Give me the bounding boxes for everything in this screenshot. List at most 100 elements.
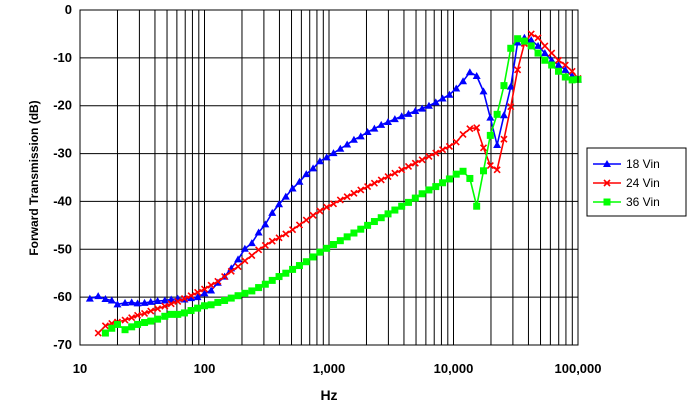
y-tick-label: 0: [65, 2, 72, 17]
data-point: [466, 174, 474, 182]
data-point: [370, 124, 379, 132]
data-point: [465, 68, 474, 76]
data-point: [240, 244, 249, 252]
data-point: [214, 298, 222, 306]
data-point: [493, 110, 501, 118]
data-point: [248, 251, 256, 260]
data-point: [268, 208, 277, 216]
data-point: [101, 329, 109, 337]
data-point: [160, 296, 169, 304]
data-point: [568, 67, 576, 75]
data-point: [445, 175, 453, 183]
data-point: [153, 296, 162, 304]
data-point: [207, 286, 216, 294]
data-point: [94, 329, 102, 337]
data-point: [493, 140, 502, 148]
data-point: [486, 131, 494, 139]
data-point: [438, 94, 447, 102]
x-tick-label: 10: [73, 361, 87, 376]
data-point: [452, 138, 460, 146]
legend-marker: [603, 198, 611, 206]
data-point: [479, 87, 488, 95]
data-point: [473, 124, 481, 132]
x-tick-label: 1,000: [313, 361, 346, 376]
y-tick-label: -40: [53, 193, 72, 208]
data-point: [390, 115, 399, 123]
data-point: [541, 56, 549, 64]
data-point: [432, 183, 440, 191]
data-point: [507, 103, 515, 111]
data-point: [363, 128, 372, 136]
data-point: [459, 77, 468, 85]
data-point: [180, 295, 189, 303]
data-point: [121, 326, 129, 334]
data-point: [193, 293, 202, 301]
data-point: [180, 309, 188, 317]
data-point: [364, 221, 372, 229]
data-point: [329, 149, 338, 157]
data-point: [234, 262, 242, 271]
data-point: [207, 281, 215, 289]
data-point: [85, 294, 94, 302]
legend: 18 Vin 24 Vin 36 Vin: [586, 147, 687, 217]
data-point: [254, 228, 263, 236]
legend-item: 18 Vin: [593, 157, 660, 171]
legend-label: 18 Vin: [626, 157, 660, 171]
data-point: [452, 84, 461, 92]
data-point: [268, 237, 276, 245]
data-point: [187, 292, 195, 300]
series-24-vin: [94, 30, 582, 337]
data-point: [128, 314, 136, 322]
data-point: [309, 211, 317, 219]
data-point: [561, 65, 570, 73]
data-point: [289, 265, 297, 273]
data-point: [101, 295, 110, 303]
data-point: [309, 164, 318, 172]
x-axis-title: Hz: [320, 387, 337, 403]
x-tick-label: 100: [194, 361, 216, 376]
data-point: [323, 203, 331, 211]
data-point: [200, 285, 209, 293]
series-36-vin: [101, 35, 582, 337]
data-point: [295, 177, 304, 185]
data-point: [167, 300, 175, 308]
data-point: [561, 61, 569, 69]
data-point: [554, 56, 563, 64]
data-point: [439, 146, 447, 154]
data-point: [459, 167, 467, 175]
data-point: [370, 179, 378, 187]
data-point: [418, 156, 426, 164]
data-point: [234, 255, 243, 263]
data-point: [187, 307, 195, 315]
data-point: [534, 49, 542, 57]
data-point: [146, 297, 155, 305]
data-point: [194, 288, 202, 296]
data-point: [241, 257, 249, 265]
y-tick-label: -50: [53, 241, 72, 256]
series-layer: [85, 30, 582, 337]
data-point: [227, 294, 235, 302]
data-point: [527, 36, 536, 44]
data-point: [147, 317, 155, 325]
data-point: [540, 49, 549, 57]
data-point: [548, 49, 556, 57]
data-point: [275, 200, 284, 208]
data-point: [255, 246, 263, 254]
x-tick-label: 10,000: [434, 361, 474, 376]
data-point: [534, 41, 543, 49]
data-point: [568, 76, 576, 84]
data-point: [147, 307, 155, 315]
data-point: [295, 221, 304, 229]
data-point: [343, 140, 352, 148]
data-point: [520, 37, 528, 45]
data-point: [350, 229, 358, 237]
data-point: [140, 298, 149, 306]
x-tick-labels: 10 100 1,000 10,000 100,000: [73, 361, 602, 376]
data-point: [356, 132, 365, 140]
legend-label: 24 Vin: [626, 176, 660, 190]
data-point: [302, 258, 310, 266]
data-point: [322, 153, 331, 161]
data-point: [452, 170, 460, 178]
data-point: [398, 166, 406, 174]
data-point: [255, 284, 263, 292]
